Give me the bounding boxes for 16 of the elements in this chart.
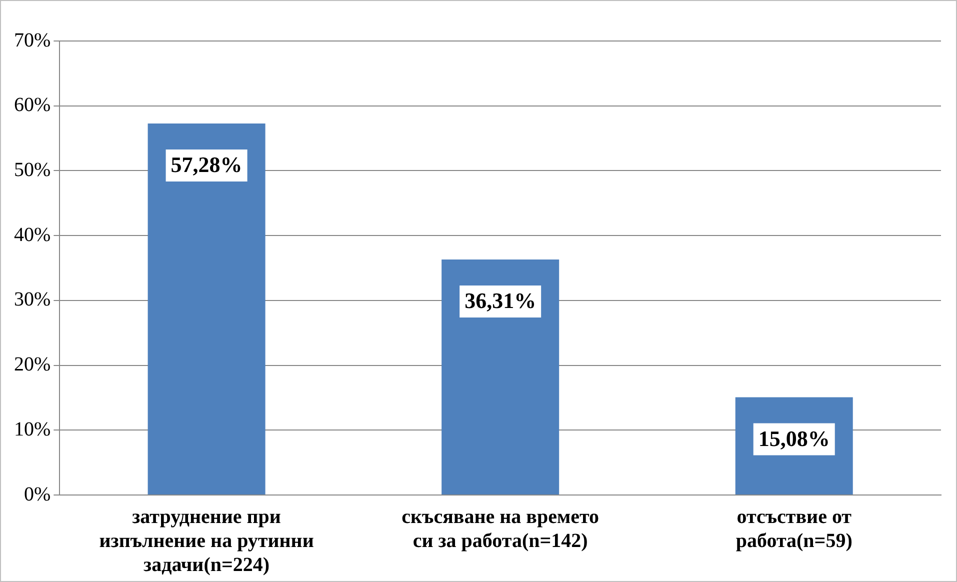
y-tick-label: 40% bbox=[14, 224, 51, 246]
y-tick-label: 10% bbox=[14, 418, 51, 440]
x-tick-label: скъсяване на времето си за работа(n=142) bbox=[402, 506, 599, 552]
y-tick-label: 0% bbox=[24, 483, 51, 506]
data-label: 36,31% bbox=[464, 288, 536, 314]
y-tick-label: 50% bbox=[14, 158, 51, 181]
y-tick-label: 30% bbox=[14, 288, 51, 311]
data-label: 15,08% bbox=[758, 426, 830, 451]
y-tick-label: 70% bbox=[14, 29, 51, 52]
x-tick-label: затруднение при изпълнение на рутинни задачи(n=224) bbox=[99, 506, 314, 576]
y-tick-label: 20% bbox=[14, 354, 51, 376]
x-tick-label: отсъствие от работа(n=59) bbox=[736, 506, 852, 552]
data-label: 57,28% bbox=[170, 152, 242, 178]
y-tick-label: 60% bbox=[14, 94, 51, 116]
bar bbox=[148, 124, 266, 494]
bar bbox=[442, 260, 560, 494]
